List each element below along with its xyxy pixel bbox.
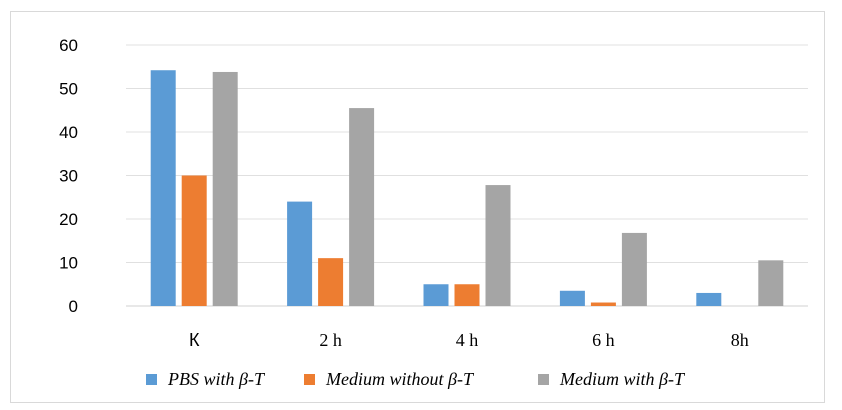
y-tick-label: 20 xyxy=(59,210,78,229)
bar xyxy=(212,71,238,306)
bar xyxy=(423,284,449,306)
x-tick-label: 4 h xyxy=(456,330,479,350)
legend: PBS with β-T Medium without β-T Medium wit… xyxy=(146,369,686,389)
legend-swatch xyxy=(146,374,157,385)
legend-swatch xyxy=(304,374,315,385)
bar xyxy=(181,175,207,306)
bar xyxy=(318,258,344,306)
x-tick-label: 2 h xyxy=(319,330,342,350)
bar xyxy=(349,108,375,306)
y-tick-label: 50 xyxy=(59,80,78,99)
y-tick-label: 0 xyxy=(69,297,78,316)
gridlines xyxy=(126,44,808,307)
bar xyxy=(696,292,722,306)
chart-frame xyxy=(10,11,825,403)
x-tick-label: 6 h xyxy=(592,330,615,350)
legend-label: Medium with β-T xyxy=(559,369,686,389)
x-tick-label: К xyxy=(189,330,200,350)
bar xyxy=(758,260,784,306)
legend-label: Medium without β-T xyxy=(325,369,475,389)
bar xyxy=(621,232,647,306)
bar xyxy=(287,201,313,306)
bar xyxy=(454,284,480,306)
bars xyxy=(150,70,784,306)
y-tick-label: 60 xyxy=(59,36,78,55)
y-tick-label: 10 xyxy=(59,254,78,273)
y-axis-ticks: 0 10 20 30 40 50 60 xyxy=(59,36,78,316)
y-tick-label: 40 xyxy=(59,123,78,142)
legend-label: PBS with β-T xyxy=(167,369,266,389)
x-axis-categories: К 2 h 4 h 6 h 8h xyxy=(189,330,749,350)
bar xyxy=(559,290,585,306)
bar xyxy=(485,185,511,306)
y-tick-label: 30 xyxy=(59,167,78,186)
legend-swatch xyxy=(538,374,549,385)
x-tick-label: 8h xyxy=(731,330,749,350)
bar xyxy=(590,302,616,306)
bar xyxy=(150,70,176,306)
